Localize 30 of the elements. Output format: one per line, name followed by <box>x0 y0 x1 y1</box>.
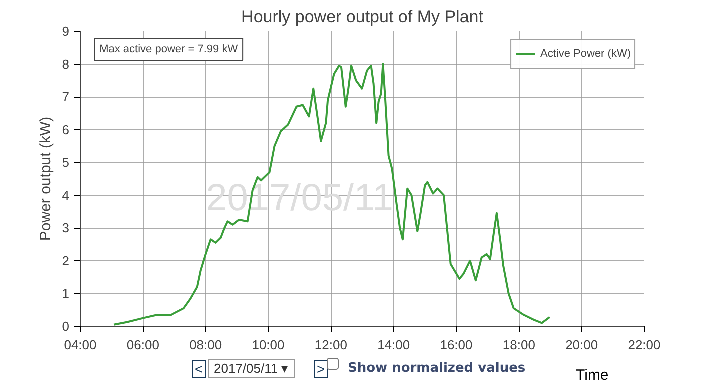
x-tick-label: 08:00 <box>190 338 222 352</box>
x-tick-label: 22:00 <box>628 338 661 352</box>
x-tick-label: 12:00 <box>314 338 348 352</box>
x-tick-label: 16:00 <box>440 338 473 352</box>
chart-title: Hourly power output of My Plant <box>242 8 484 26</box>
y-tick-label: 9 <box>62 24 70 39</box>
y-tick-label: 8 <box>62 56 70 72</box>
x-axis-title: Time <box>576 367 609 384</box>
y-tick-label: 3 <box>62 220 70 236</box>
y-tick-label: 5 <box>62 155 70 170</box>
annotation: Max active power = 7.99 kW <box>100 44 239 56</box>
y-tick-label: 0 <box>62 319 70 334</box>
x-tick-label: 06:00 <box>126 338 160 352</box>
text: < <box>192 360 206 378</box>
x-tick-label: 20:00 <box>566 338 598 352</box>
y-axis-title: Power output (kW) <box>37 116 54 242</box>
text: Show normalized values <box>348 361 526 376</box>
y-tick-label: 6 <box>62 122 70 138</box>
x-tick-label: 14:00 <box>378 338 410 352</box>
text: > <box>314 360 328 378</box>
y-tick-label: 4 <box>62 188 70 203</box>
x-tick-label: 18:00 <box>502 338 536 352</box>
y-tick-label: 2 <box>62 253 70 268</box>
x-tick-label: 04:00 <box>64 338 97 352</box>
y-tick-label: 1 <box>62 286 70 302</box>
line-series <box>113 63 551 326</box>
x-tick-label: 10:00 <box>252 338 285 352</box>
text: 2017/05/11 ▾ <box>208 359 295 378</box>
legend-label: Active Power (kW) <box>540 48 631 60</box>
y-tick-label: 7 <box>62 90 70 105</box>
